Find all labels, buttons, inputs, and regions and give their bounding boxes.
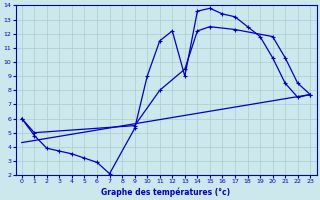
X-axis label: Graphe des températures (°c): Graphe des températures (°c) <box>101 187 231 197</box>
